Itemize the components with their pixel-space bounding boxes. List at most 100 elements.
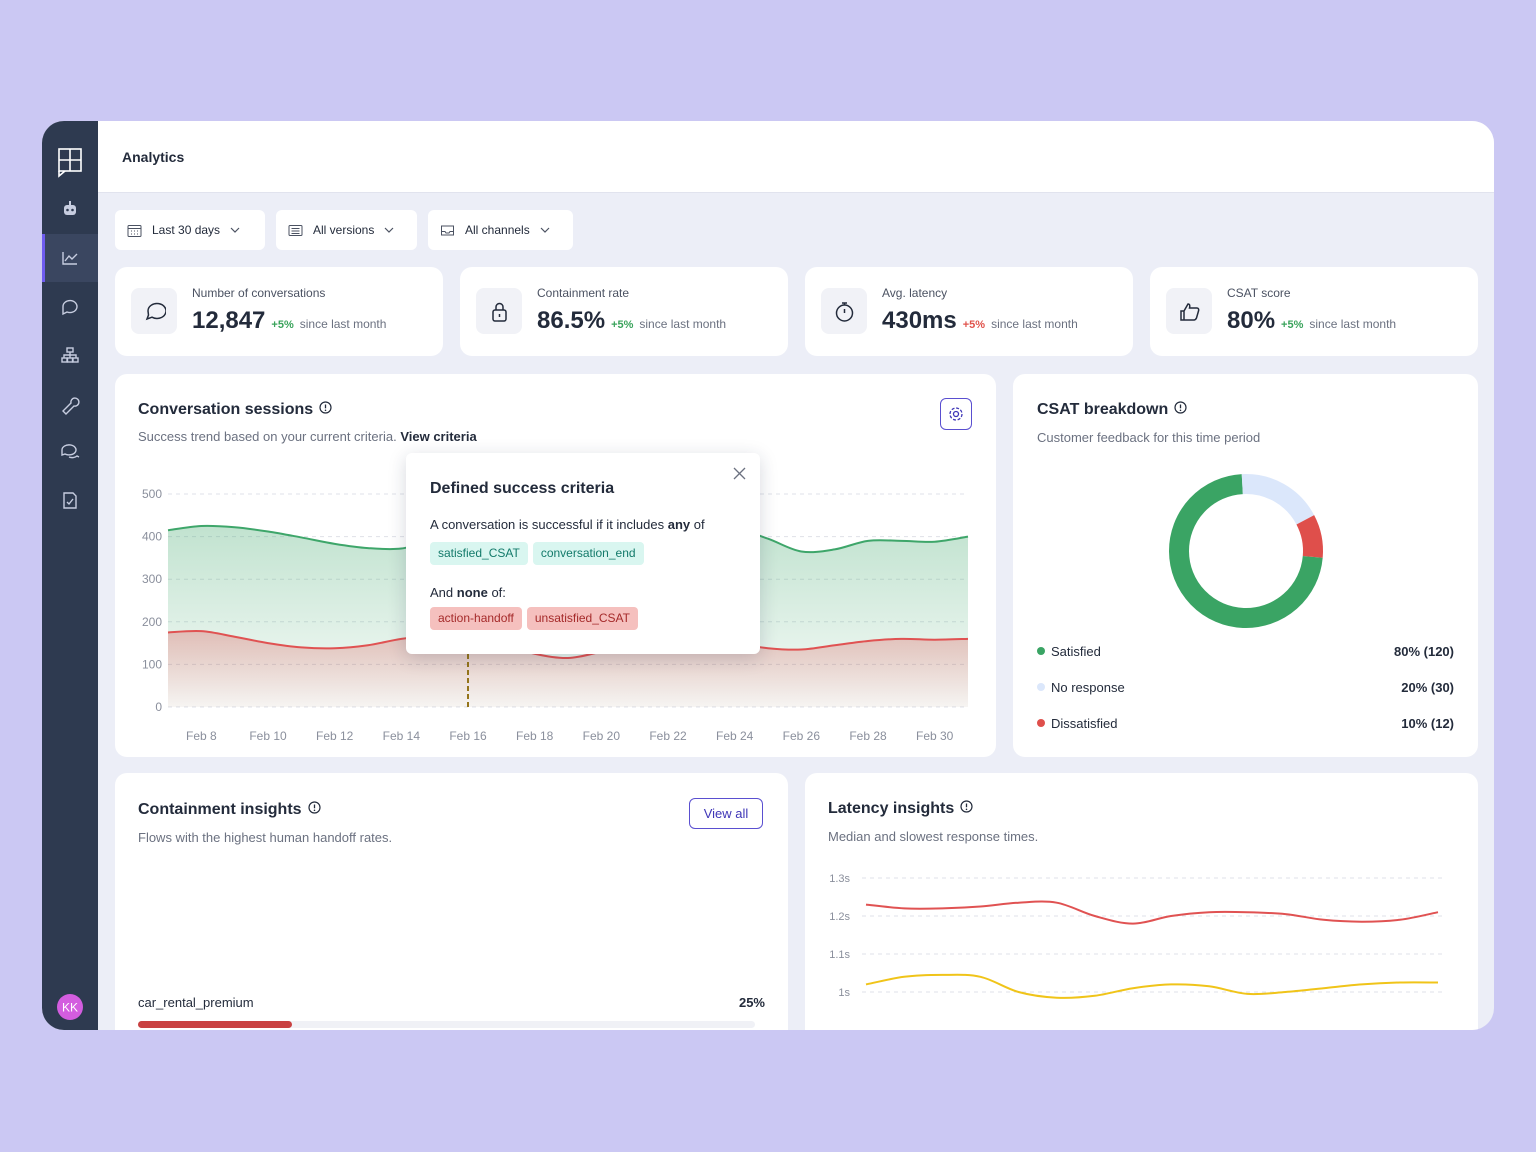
kpi-label: CSAT score <box>1227 286 1291 300</box>
title-text: Conversation sessions <box>138 401 314 418</box>
csat-card: CSAT breakdown Customer feedback for thi… <box>1013 374 1478 757</box>
icon <box>145 302 166 320</box>
analytics-icon[interactable] <box>62 252 78 265</box>
text: of <box>693 517 705 532</box>
kpi-value: 430ms <box>882 307 957 334</box>
kpi-icon <box>131 288 177 334</box>
title-text: Containment insights <box>138 801 302 818</box>
latency-chart: 1s 1.1s 1.2s 1.3s <box>829 873 1446 999</box>
kpi-note: since last month <box>1309 317 1397 331</box>
filter-icon <box>288 224 303 236</box>
bar <box>138 1021 293 1028</box>
x-tick-label: Feb 20 <box>583 729 621 743</box>
kpi-label: Avg. latency <box>882 286 948 300</box>
kpi-value: 12,847 <box>192 307 266 334</box>
popup-title: Defined success criteria <box>430 480 615 497</box>
kpi-value-row: 80% +5% since last month <box>1227 307 1396 335</box>
kpi-icon <box>1166 288 1212 334</box>
review-icon[interactable] <box>63 492 77 509</box>
donut-segment <box>1169 474 1323 628</box>
y-tick-label: 1.1s <box>829 949 850 961</box>
sidebar: KK <box>42 121 98 1030</box>
line <box>865 900 1439 925</box>
kpi-card: CSAT score 80% +5% since last month <box>1150 267 1478 356</box>
x-tick-label: Feb 12 <box>316 729 354 743</box>
bar-track <box>138 1021 755 1028</box>
close-button[interactable] <box>733 467 746 480</box>
chevron <box>230 227 240 233</box>
kpi-change: +5% <box>271 319 294 331</box>
settings-button[interactable] <box>940 398 972 430</box>
flow-rate: 25% <box>738 995 765 1010</box>
donut-segment <box>1296 515 1323 558</box>
chat-icon[interactable] <box>62 299 78 316</box>
latency-card: Latency insights Median and slowest resp… <box>805 773 1478 1030</box>
card-subtitle: Flows with the highest human handoff rat… <box>138 830 393 845</box>
info-icon[interactable] <box>1174 401 1187 419</box>
bot-icon[interactable] <box>64 201 76 215</box>
flows-icon[interactable] <box>61 347 79 363</box>
y-tick-label: 300 <box>142 572 162 586</box>
info-icon[interactable] <box>307 801 321 819</box>
x-tick-label: Feb 30 <box>916 729 954 743</box>
x-tick-label: Feb 14 <box>383 729 421 743</box>
card-title: Latency insights <box>828 800 973 818</box>
icon <box>835 301 853 322</box>
kpi-value: 86.5% <box>537 307 606 334</box>
filter-dropdown[interactable]: All channels <box>428 210 573 250</box>
legend-value: 20% (30) <box>1401 680 1454 695</box>
filter-icon <box>127 224 142 237</box>
exclude-text: And none of: <box>430 585 506 600</box>
x-tick-label: Feb 10 <box>249 729 287 743</box>
info-glyph <box>1174 401 1187 414</box>
app-window: KK Analytics Last 30 days All versions All… <box>42 121 1494 1030</box>
kpi-icon <box>821 288 867 334</box>
kpi-value-row: 86.5% +5% since last month <box>537 307 726 335</box>
kpi-card: Containment rate 86.5% +5% since last month <box>460 267 788 356</box>
filter-dropdown[interactable]: Last 30 days <box>115 210 265 250</box>
info-icon[interactable] <box>319 401 332 419</box>
card-title: CSAT breakdown <box>1037 401 1187 419</box>
kpi-icon <box>476 288 522 334</box>
card-title: Conversation sessions <box>138 401 332 419</box>
sessions-card: Conversation sessions Success trend base… <box>115 374 996 757</box>
y-tick-label: 400 <box>142 530 162 544</box>
icon <box>491 302 507 322</box>
info-icon[interactable] <box>960 800 973 818</box>
gear-icon <box>949 407 963 421</box>
area <box>168 631 968 707</box>
y-tick-label: 1s <box>838 987 850 999</box>
legend-dot <box>1037 719 1045 727</box>
filter-dropdown[interactable]: All versions <box>276 210 417 250</box>
info-glyph <box>319 401 332 414</box>
kpi-card: Number of conversations 12,847 +5% since la… <box>115 267 443 356</box>
avatar-initials: KK <box>62 1001 78 1015</box>
legend-label: Dissatisfied <box>1051 716 1117 731</box>
tools-icon[interactable] <box>62 397 80 415</box>
filter-label: All versions <box>313 223 375 237</box>
avatar[interactable] <box>57 994 83 1020</box>
kpi-change: +5% <box>1281 319 1304 331</box>
kpi-value-row: 430ms +5% since last month <box>882 307 1078 335</box>
y-tick-label: 200 <box>142 615 162 629</box>
containment-card: Containment insights Flows with the high… <box>115 773 788 1030</box>
y-tick-label: 1.3s <box>829 873 850 885</box>
include-text: A conversation is successful if it inclu… <box>430 517 705 532</box>
conversations-icon[interactable] <box>61 444 80 459</box>
criteria-popup: Defined success criteria A conversation … <box>406 453 760 654</box>
view-criteria-link[interactable]: View criteria <box>400 429 477 444</box>
card-subtitle: Median and slowest response times. <box>828 829 1039 844</box>
card-subtitle: Customer feedback for this time period <box>1037 430 1261 445</box>
x-tick-label: Feb 18 <box>516 729 554 743</box>
active-indicator <box>42 234 45 282</box>
kpi-note: since last month <box>639 317 727 331</box>
include-tags: satisfied_CSAT conversation_end <box>430 542 644 565</box>
icon <box>1179 302 1199 321</box>
legend-value: 10% (12) <box>1401 716 1454 731</box>
view-all-button[interactable]: View all <box>689 798 763 829</box>
kpi-label: Containment rate <box>537 286 630 300</box>
kpi-note: since last month <box>299 317 387 331</box>
y-tick-label: 100 <box>142 657 162 671</box>
